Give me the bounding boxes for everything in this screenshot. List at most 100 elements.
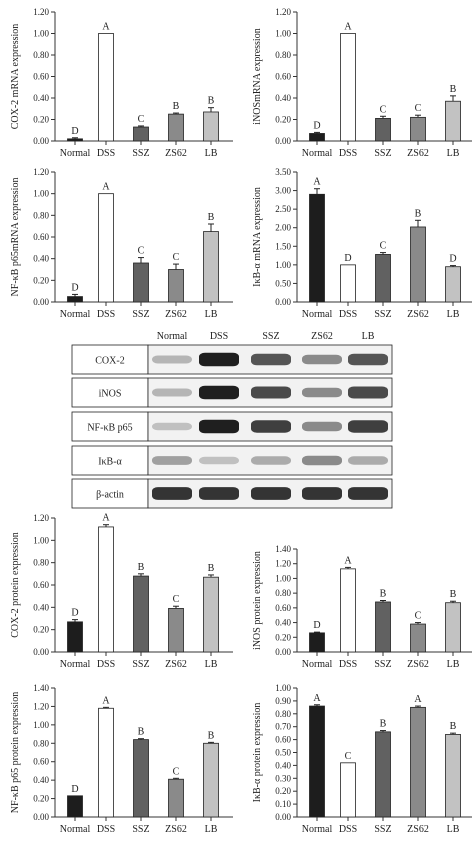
y-tick-label: 1.00 [275, 573, 291, 583]
blot-row: NF-κB p65 [71, 411, 393, 442]
x-tick-label: Normal [60, 659, 91, 670]
bar-ssz [133, 739, 149, 818]
x-tick-label: DSS [339, 148, 357, 159]
significance-label: B [450, 589, 457, 600]
x-tick-label: Normal [302, 659, 333, 670]
y-tick-label: 0.80 [275, 709, 291, 719]
significance-label: B [380, 719, 387, 730]
blot-label-box [71, 445, 149, 476]
bar-ssz [375, 118, 391, 142]
x-tick-label: ZS62 [165, 148, 187, 159]
x-tick-label: LB [447, 824, 460, 835]
blot-band-dss [199, 352, 239, 367]
x-tick-label: SSZ [374, 659, 391, 670]
significance-label: B [208, 563, 215, 574]
y-tick-label: 0.60 [275, 72, 291, 82]
y-tick-label: 0.80 [33, 210, 49, 220]
blot-row-label: NF-κB p65 [87, 423, 132, 434]
y-tick-label: 0.60 [275, 603, 291, 613]
y-tick-label: 0.60 [33, 757, 49, 767]
blot-band-lb [348, 456, 388, 465]
bar-ssz [375, 731, 391, 818]
significance-label: B [138, 727, 145, 738]
x-tick-label: ZS62 [165, 824, 187, 835]
bar-zs62 [168, 778, 184, 818]
significance-label: A [102, 513, 110, 524]
y-tick-label: 0.80 [33, 50, 49, 60]
y-tick-label: 0.20 [33, 115, 49, 125]
y-tick-label: 1.20 [33, 513, 49, 523]
y-tick-label: 0.20 [33, 794, 49, 804]
significance-label: C [345, 751, 352, 762]
significance-label: B [138, 562, 145, 573]
y-axis-label: COX-2 protein expression [10, 532, 21, 638]
bar-normal [309, 632, 325, 653]
blot-band-ssz [251, 456, 291, 465]
x-tick-label: DSS [97, 309, 115, 320]
bar-dss [98, 33, 114, 142]
y-tick-label: 0.60 [33, 232, 49, 242]
y-tick-label: 0.40 [275, 618, 291, 628]
significance-label: D [71, 126, 78, 137]
significance-label: B [450, 721, 457, 732]
bar-normal [67, 138, 83, 142]
blot-row: iNOS [71, 377, 393, 408]
blot-band-dss [199, 419, 239, 434]
y-tick-label: 1.00 [275, 29, 291, 39]
blot-band-zs62 [302, 387, 342, 398]
significance-label: A [344, 22, 352, 33]
bar-dss [98, 707, 114, 818]
significance-label: D [71, 784, 78, 795]
y-tick-label: 0.20 [33, 275, 49, 285]
significance-label: B [208, 96, 215, 107]
bar-zs62 [168, 269, 184, 303]
blot-row-label: IκB-α [98, 457, 122, 468]
y-tick-label: 0.00 [275, 297, 291, 307]
x-tick-label: Normal [302, 148, 333, 159]
y-tick-label: 0.80 [33, 558, 49, 568]
x-tick-label: LB [205, 824, 218, 835]
bar-ssz [133, 126, 149, 142]
significance-label: B [380, 589, 387, 600]
y-axis-label: NF-κB p65 protein expression [10, 692, 21, 813]
bar-chart-3: 0.00 0.20 0.40 0.60 0.80 1.00 1.20 NF-κB p65mRN… [10, 167, 233, 320]
y-tick-label: 0.20 [275, 632, 291, 642]
y-axis-label: NF-κB p65mRNA expression [10, 178, 21, 297]
significance-label: D [313, 620, 320, 631]
blot-row-label: COX-2 [95, 356, 124, 367]
blot-band-normal [152, 355, 192, 364]
y-tick-label: 1.20 [275, 7, 291, 17]
x-tick-label: LB [447, 659, 460, 670]
bar-lb [445, 266, 461, 303]
y-tick-label: 0.20 [275, 115, 291, 125]
y-tick-label: 1.00 [275, 260, 291, 270]
blot-band-lb [348, 386, 388, 399]
y-tick-label: 0.60 [33, 580, 49, 590]
bar-normal [67, 795, 83, 818]
y-tick-label: 1.40 [33, 683, 49, 693]
significance-label: D [449, 254, 456, 265]
bar-normal [309, 133, 325, 142]
y-tick-label: 0.00 [275, 647, 291, 657]
y-tick-label: 1.20 [33, 7, 49, 17]
bar-chart-1: 0.00 0.20 0.40 0.60 0.80 1.00 1.20 COX-2 mRNA e… [10, 7, 233, 159]
bar-chart-2: 0.00 0.20 0.40 0.60 0.80 1.00 1.20 iNOSmRNA exp… [252, 7, 472, 159]
y-tick-label: 0.40 [275, 93, 291, 103]
y-axis-label: IκB-α protein expression [252, 703, 263, 803]
y-tick-label: 0.40 [33, 254, 49, 264]
blot-band-ssz [251, 487, 291, 500]
y-tick-label: 0.20 [33, 625, 49, 635]
bar-dss [340, 33, 356, 142]
bar-dss [340, 264, 356, 303]
bar-chart-4: 0.00 0.50 1.00 1.50 2.00 2.50 3.00 3.50 IκB-α mR… [252, 167, 472, 320]
bar-zs62 [410, 623, 426, 653]
bar-normal [67, 621, 83, 653]
bar-chart-7: 0.00 0.20 0.40 0.60 0.80 1.00 1.20 1.40 NF-κB p6… [10, 683, 233, 835]
y-tick-label: 0.80 [275, 588, 291, 598]
significance-label: A [102, 22, 110, 33]
x-tick-label: Normal [60, 148, 91, 159]
x-tick-label: SSZ [374, 148, 391, 159]
significance-label: C [380, 104, 387, 115]
x-tick-label: DSS [339, 309, 357, 320]
bar-dss [340, 568, 356, 653]
